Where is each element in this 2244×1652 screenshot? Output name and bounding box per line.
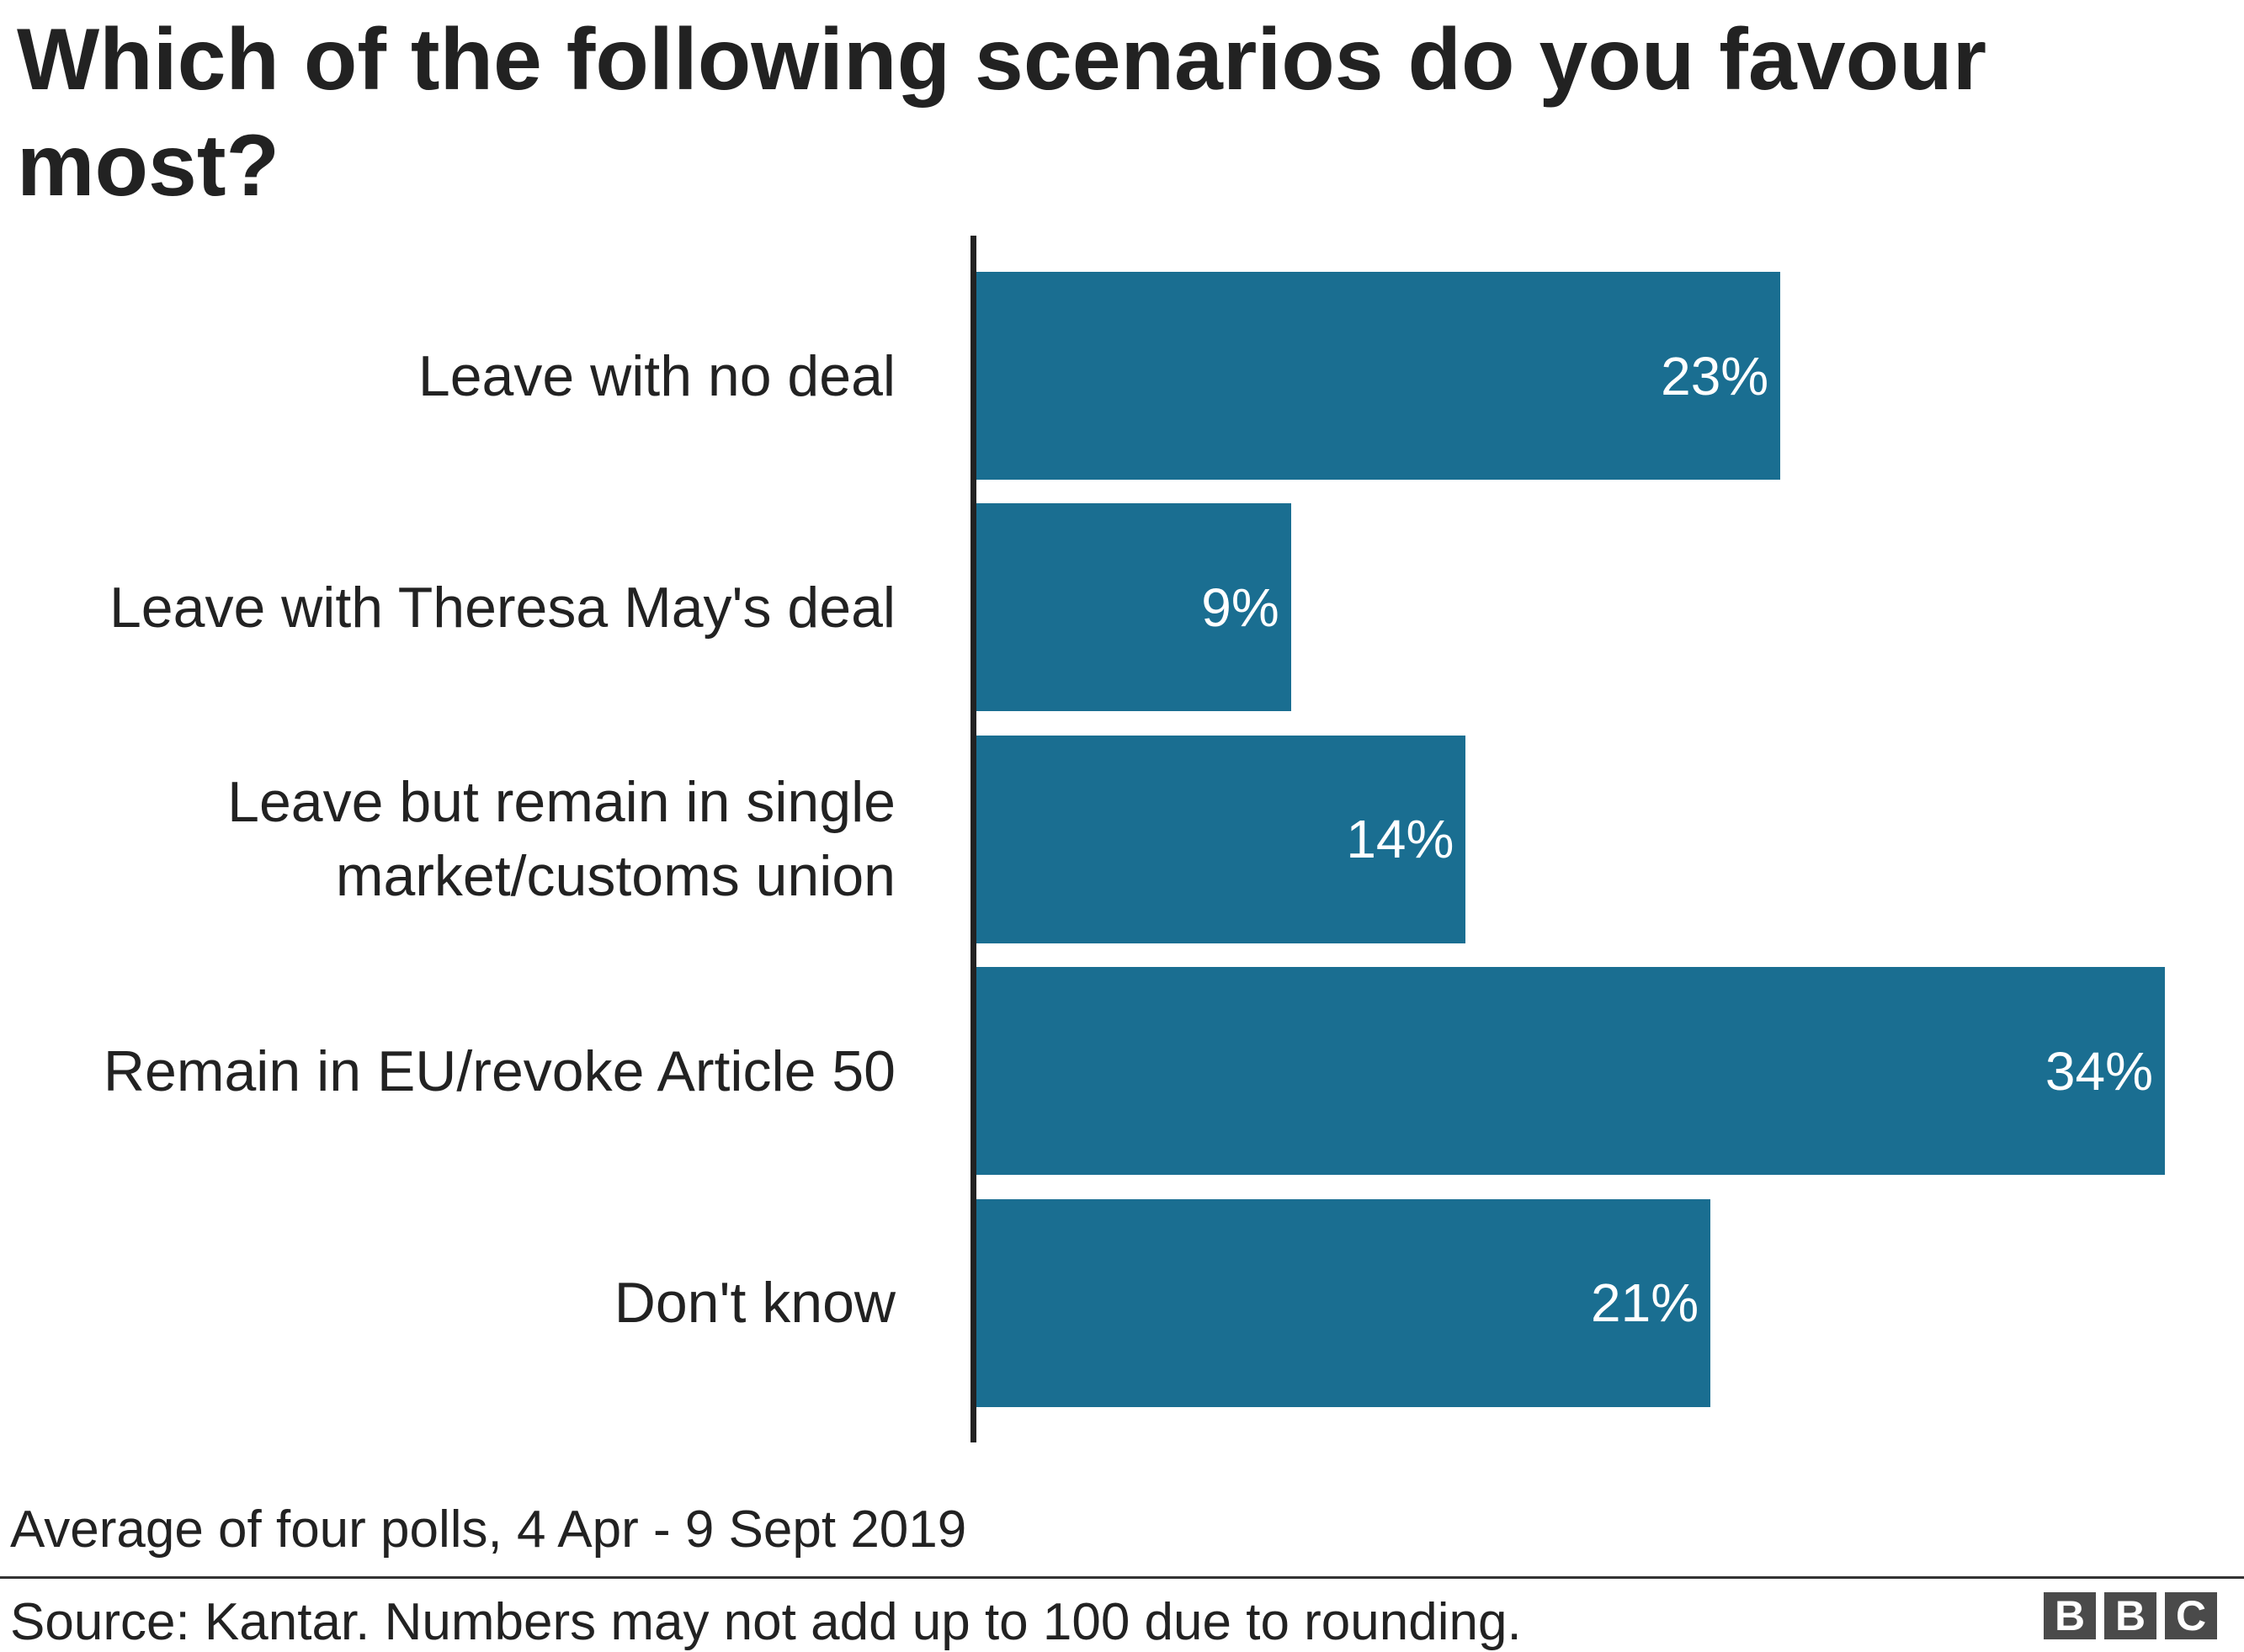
plot-area: 23% Leave with no deal 9% Leave with Theres… xyxy=(103,272,2165,1407)
bar xyxy=(976,967,2165,1176)
category-label: Leave with Theresa May's deal xyxy=(109,575,896,640)
value-label: 34% xyxy=(2045,1040,2153,1102)
source: Source: Kantar. Numbers may not add up t… xyxy=(10,1593,1522,1651)
logo-letter: B xyxy=(2104,1592,2156,1639)
value-label: 14% xyxy=(1346,809,1454,870)
bar xyxy=(976,735,1466,943)
value-label: 9% xyxy=(1201,576,1279,638)
bar xyxy=(976,272,1781,480)
category-label: Leave but remain in single market/custom… xyxy=(227,770,896,909)
note: Average of four polls, 4 Apr - 9 Sept 20… xyxy=(10,1501,967,1559)
value-label: 21% xyxy=(1591,1272,1699,1334)
category-label: Remain in EU/revoke Article 50 xyxy=(103,1038,896,1103)
separator xyxy=(0,1576,2244,1579)
category-label: Don't know xyxy=(614,1271,896,1336)
category-label: Leave with no deal xyxy=(417,343,896,408)
axis-line xyxy=(970,236,976,1442)
logo-letter: B xyxy=(2044,1592,2096,1639)
bar xyxy=(976,1198,1711,1407)
chart-title: Which of the following scenarios do you … xyxy=(17,11,1987,215)
logo-letter: C xyxy=(2165,1592,2217,1639)
value-label: 23% xyxy=(1661,345,1769,406)
bar xyxy=(976,503,1291,712)
